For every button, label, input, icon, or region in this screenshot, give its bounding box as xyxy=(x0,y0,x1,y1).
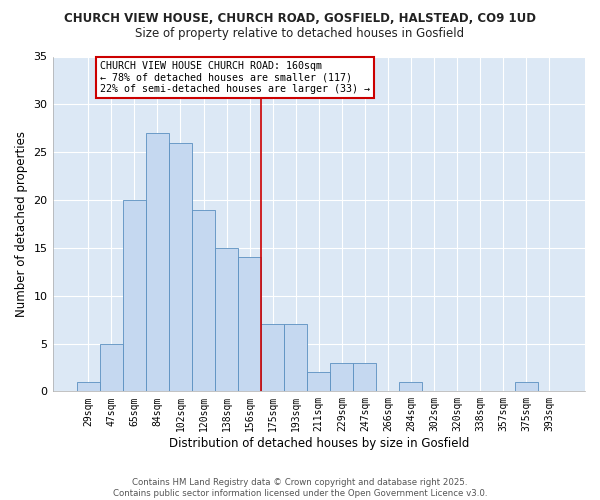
Text: Size of property relative to detached houses in Gosfield: Size of property relative to detached ho… xyxy=(136,28,464,40)
Y-axis label: Number of detached properties: Number of detached properties xyxy=(15,131,28,317)
Bar xyxy=(215,248,238,392)
Bar xyxy=(330,362,353,392)
Bar xyxy=(77,382,100,392)
Bar xyxy=(515,382,538,392)
Bar xyxy=(353,362,376,392)
Text: CHURCH VIEW HOUSE, CHURCH ROAD, GOSFIELD, HALSTEAD, CO9 1UD: CHURCH VIEW HOUSE, CHURCH ROAD, GOSFIELD… xyxy=(64,12,536,26)
Bar xyxy=(123,200,146,392)
Text: Contains HM Land Registry data © Crown copyright and database right 2025.
Contai: Contains HM Land Registry data © Crown c… xyxy=(113,478,487,498)
Bar xyxy=(307,372,330,392)
Bar xyxy=(284,324,307,392)
Text: CHURCH VIEW HOUSE CHURCH ROAD: 160sqm
← 78% of detached houses are smaller (117): CHURCH VIEW HOUSE CHURCH ROAD: 160sqm ← … xyxy=(100,62,370,94)
Bar xyxy=(238,258,261,392)
Bar xyxy=(146,133,169,392)
Bar xyxy=(400,382,422,392)
Bar xyxy=(261,324,284,392)
Bar xyxy=(100,344,123,392)
Bar xyxy=(169,142,192,392)
X-axis label: Distribution of detached houses by size in Gosfield: Distribution of detached houses by size … xyxy=(169,437,469,450)
Bar xyxy=(192,210,215,392)
